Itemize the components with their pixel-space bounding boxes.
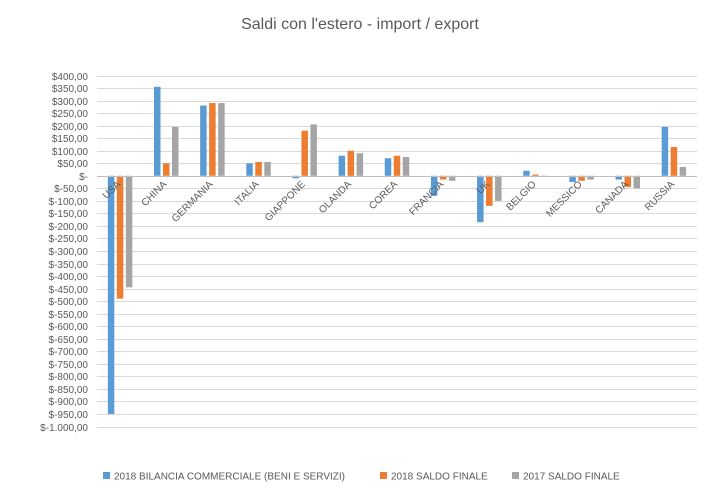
x-tick-label: BELGIO <box>504 179 538 213</box>
chart-title: Saldi con l'estero - import / export <box>241 16 479 33</box>
bar <box>448 175 456 181</box>
bar <box>624 175 632 188</box>
y-tick-label: $-650,00 <box>49 335 89 346</box>
bar <box>569 175 576 183</box>
y-tick-label: $-250,00 <box>49 234 89 245</box>
bar <box>246 163 253 176</box>
y-tick-label: $-100,00 <box>49 197 89 208</box>
bar <box>532 174 539 176</box>
bar <box>153 86 161 176</box>
y-tick-label: $50,00 <box>57 159 88 170</box>
bar <box>477 175 484 223</box>
bar <box>402 156 410 176</box>
bar <box>292 175 299 179</box>
bar <box>264 161 271 176</box>
bar <box>670 146 678 176</box>
x-tick-label: RUSSIA <box>643 179 677 213</box>
legend-swatch <box>512 472 519 479</box>
bar <box>171 126 179 176</box>
bar <box>430 175 438 196</box>
y-tick-label: $300,00 <box>52 97 89 108</box>
y-tick-label: $- <box>79 172 88 183</box>
bar <box>393 155 401 176</box>
legend-label: 2018 BILANCIA COMMERCIALE (BENI E SERVIZ… <box>114 472 345 483</box>
bar <box>162 163 170 176</box>
y-tick-label: $-300,00 <box>49 247 89 258</box>
bar <box>633 175 641 189</box>
bar <box>486 175 493 206</box>
legend: 2018 BILANCIA COMMERCIALE (BENI E SERVIZ… <box>103 472 620 483</box>
bar <box>310 124 317 176</box>
y-tick-label: $-800,00 <box>49 372 89 383</box>
x-tick-label: FRANCIA <box>407 179 446 218</box>
legend-swatch <box>380 472 387 479</box>
bar <box>578 175 585 181</box>
y-tick-label: $-50,00 <box>54 184 88 195</box>
bar <box>587 175 594 180</box>
y-tick-label: $-750,00 <box>49 360 89 371</box>
y-tick-label: $200,00 <box>52 122 89 133</box>
bar <box>347 150 355 176</box>
x-tick-label: ITALIA <box>233 179 262 208</box>
y-tick-label: $-500,00 <box>49 297 89 308</box>
y-tick-label: $-400,00 <box>49 272 89 283</box>
y-tick-label: $-200,00 <box>49 222 89 233</box>
x-tick-label: CHINA <box>140 179 170 209</box>
bar <box>615 175 623 180</box>
legend-label: 2017 SALDO FINALE <box>523 472 620 483</box>
y-tick-label: $-550,00 <box>49 310 89 321</box>
y-tick-label: $250,00 <box>52 109 89 120</box>
y-axis-tick-labels: $400,00$350,00 $300,00$250,00 $200,00$150,… <box>40 72 88 434</box>
bar <box>439 175 447 180</box>
gridlines <box>97 76 697 428</box>
y-tick-label: $-150,00 <box>49 209 89 220</box>
y-tick-label: $-850,00 <box>49 385 89 396</box>
x-tick-label: COREA <box>367 179 400 212</box>
y-tick-label: $-1.000,00 <box>40 423 88 434</box>
y-tick-label: $-900,00 <box>49 397 89 408</box>
x-tick-label: CANADA <box>594 179 631 216</box>
bar <box>218 103 225 176</box>
x-tick-label: OLANDA <box>317 179 354 216</box>
y-tick-label: $-700,00 <box>49 347 89 358</box>
y-tick-label: $-600,00 <box>49 322 89 333</box>
bar <box>356 153 364 176</box>
legend-swatch <box>103 472 110 479</box>
bar <box>523 170 530 176</box>
bar <box>200 105 207 176</box>
y-tick-label: $-950,00 <box>49 410 89 421</box>
y-tick-label: $350,00 <box>52 84 89 95</box>
y-tick-label: $-350,00 <box>49 260 89 271</box>
y-tick-label: $100,00 <box>52 147 89 158</box>
bar <box>255 161 262 176</box>
bar <box>679 167 687 176</box>
bar <box>661 126 669 176</box>
bar <box>107 175 115 414</box>
bar <box>338 155 346 176</box>
legend-label: 2018 SALDO FINALE <box>391 472 488 483</box>
y-tick-label: $400,00 <box>52 72 89 83</box>
bar <box>301 130 308 176</box>
y-tick-label: $150,00 <box>52 134 89 145</box>
bar <box>116 175 124 299</box>
bar <box>209 103 216 176</box>
bar <box>384 158 392 176</box>
bar <box>495 175 502 201</box>
bar <box>125 175 133 288</box>
y-tick-label: $-450,00 <box>49 285 89 296</box>
